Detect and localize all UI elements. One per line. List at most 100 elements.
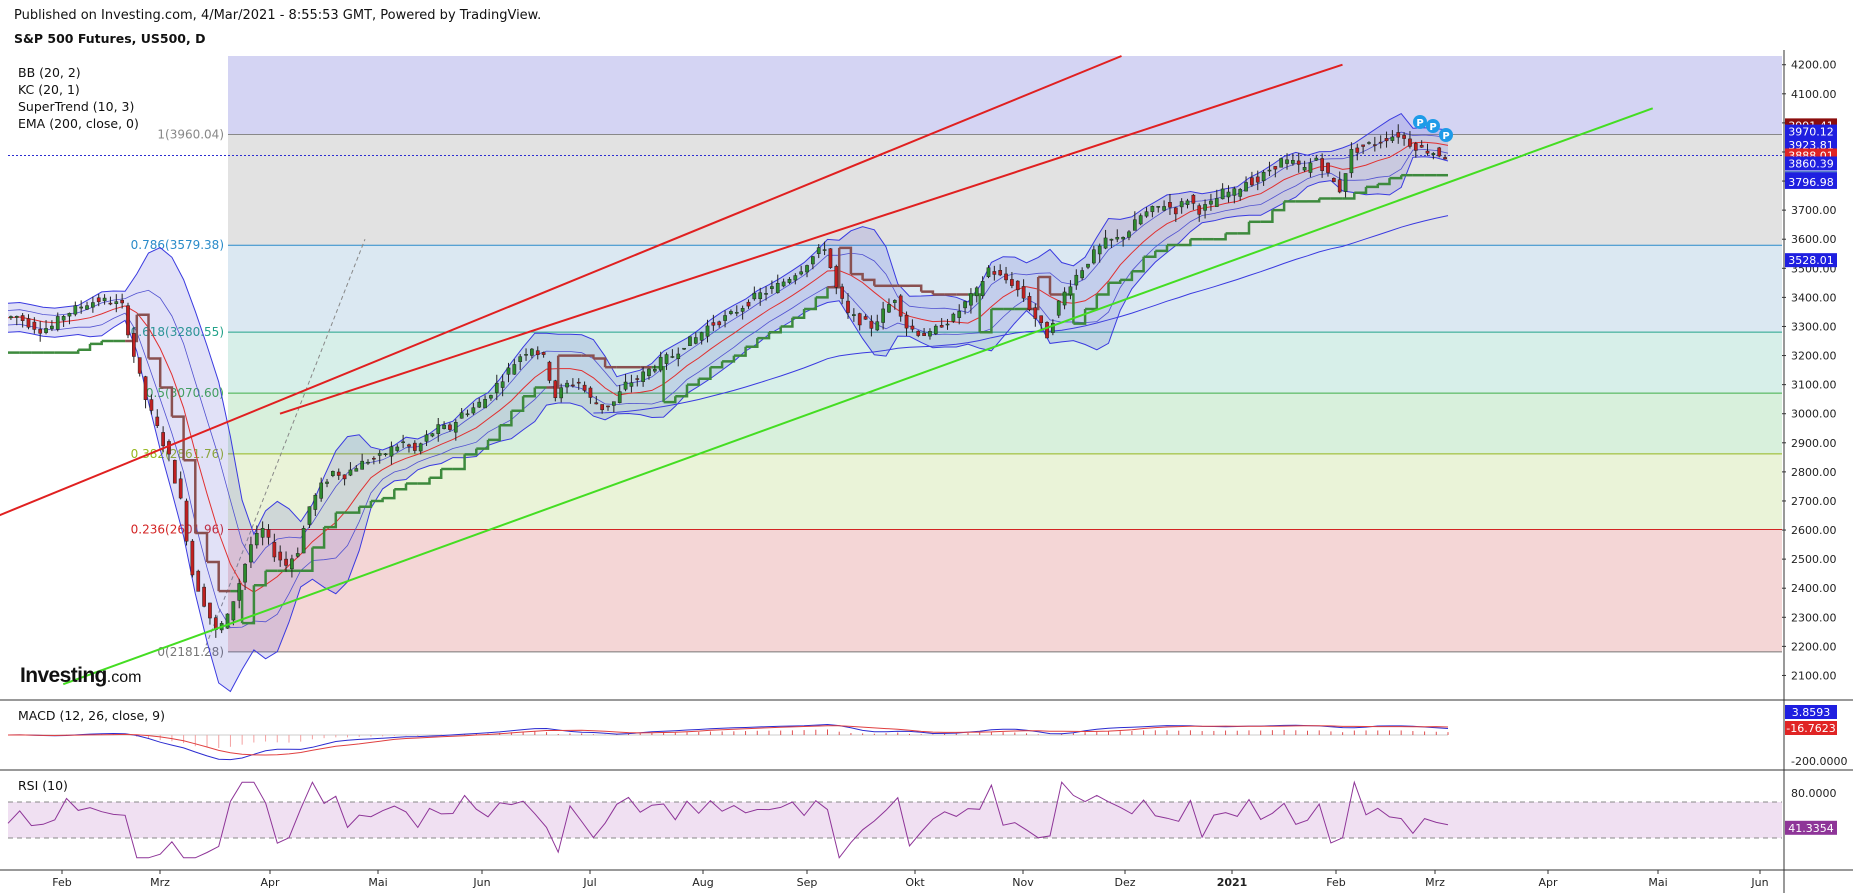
candle <box>202 583 206 608</box>
candle <box>1144 207 1149 218</box>
supertrend-segment <box>839 246 853 275</box>
candle <box>793 273 798 285</box>
candle <box>781 278 786 288</box>
candle-body <box>928 331 932 337</box>
candle-body <box>401 441 405 444</box>
candle <box>758 287 763 306</box>
candle <box>360 453 364 470</box>
supertrend-segment <box>207 560 220 592</box>
fib-diagonal <box>203 239 366 653</box>
candle <box>1355 143 1360 161</box>
candle-body <box>1115 237 1120 240</box>
candle <box>612 401 616 413</box>
candle <box>1010 272 1014 289</box>
candle <box>641 366 645 387</box>
candle-body <box>1361 144 1365 147</box>
legend-supertrend[interactable]: SuperTrend (10, 3) <box>18 99 135 114</box>
candle <box>1168 193 1172 215</box>
candle-body <box>1279 158 1284 168</box>
supertrend-segment <box>1178 239 1192 247</box>
candle-body <box>342 474 347 480</box>
candle-body <box>1214 198 1219 207</box>
candle-body <box>14 315 19 318</box>
rsi-badge <box>1785 820 1837 835</box>
supertrend-segment <box>710 361 724 369</box>
candle <box>805 264 809 278</box>
supertrend-segment <box>745 338 759 349</box>
candle <box>172 459 177 484</box>
candle-body <box>693 337 698 344</box>
supertrend-segment <box>452 454 466 471</box>
candle <box>1361 144 1365 154</box>
legend-ema[interactable]: EMA (200, close, 0) <box>18 116 139 131</box>
candle <box>1068 280 1073 300</box>
candle-body <box>155 416 160 426</box>
candle-body <box>758 292 763 299</box>
candle-body <box>875 321 880 331</box>
candle <box>1384 131 1389 148</box>
candle <box>1443 154 1447 160</box>
candle <box>904 311 909 336</box>
candle-body <box>1179 201 1184 208</box>
candle-body <box>284 558 288 566</box>
candle <box>1092 245 1096 265</box>
candle-body <box>969 293 973 306</box>
supertrend-segment <box>804 297 818 311</box>
candle <box>225 613 230 629</box>
fib-level-label: 1(3960.04) <box>157 128 224 142</box>
candle-body <box>594 402 599 405</box>
candle-body <box>1425 150 1430 154</box>
price-badge <box>1785 174 1837 189</box>
price-badge <box>1785 124 1837 139</box>
candle <box>1162 200 1166 212</box>
price-tick-label: 2300.00 <box>1791 611 1837 624</box>
candle-body <box>202 586 206 607</box>
candle <box>266 524 271 545</box>
legend-kc[interactable]: KC (20, 1) <box>18 82 80 97</box>
candle <box>1390 130 1395 143</box>
rsi-tick-label: 80.0000 <box>1791 787 1837 800</box>
macd-badge-label: 3.8593 <box>1792 706 1831 719</box>
candle <box>565 380 569 394</box>
price-tick-label: 2200.00 <box>1791 640 1837 653</box>
candle-body <box>1097 245 1102 255</box>
candle <box>155 409 160 429</box>
macd-signal-line <box>7 725 1449 756</box>
candle-body <box>945 323 950 326</box>
candle <box>553 379 558 402</box>
candle-body <box>629 382 634 387</box>
candle <box>734 305 739 317</box>
supertrend-segment <box>160 386 174 417</box>
candle-body <box>50 325 54 329</box>
candle-body <box>1068 286 1073 296</box>
candle <box>436 417 441 442</box>
candle-body <box>477 401 482 408</box>
supertrend-segment <box>488 425 501 442</box>
candle <box>336 468 341 480</box>
candle <box>114 294 119 313</box>
candle <box>424 430 429 447</box>
supertrend-segment <box>546 355 560 389</box>
candle <box>284 551 288 572</box>
candle-body <box>1109 238 1114 241</box>
logo-main: Investing <box>20 664 107 687</box>
candle <box>50 320 54 332</box>
supertrend-segment <box>663 396 677 404</box>
candle <box>1056 300 1061 319</box>
candle-body <box>688 336 692 346</box>
candle <box>1051 319 1055 336</box>
macd-badge <box>1785 721 1837 735</box>
candle-body <box>746 301 751 307</box>
candle-body <box>1396 132 1401 138</box>
candle <box>676 347 681 367</box>
candle <box>190 539 195 578</box>
candle <box>1039 315 1044 330</box>
candle-body <box>1138 215 1143 225</box>
legend-bb[interactable]: BB (20, 2) <box>18 65 81 80</box>
time-tick-label: Feb <box>1326 876 1345 889</box>
candle <box>1332 177 1336 183</box>
supertrend-segment <box>862 278 876 286</box>
candle <box>143 375 148 409</box>
candle-body <box>1150 206 1155 213</box>
